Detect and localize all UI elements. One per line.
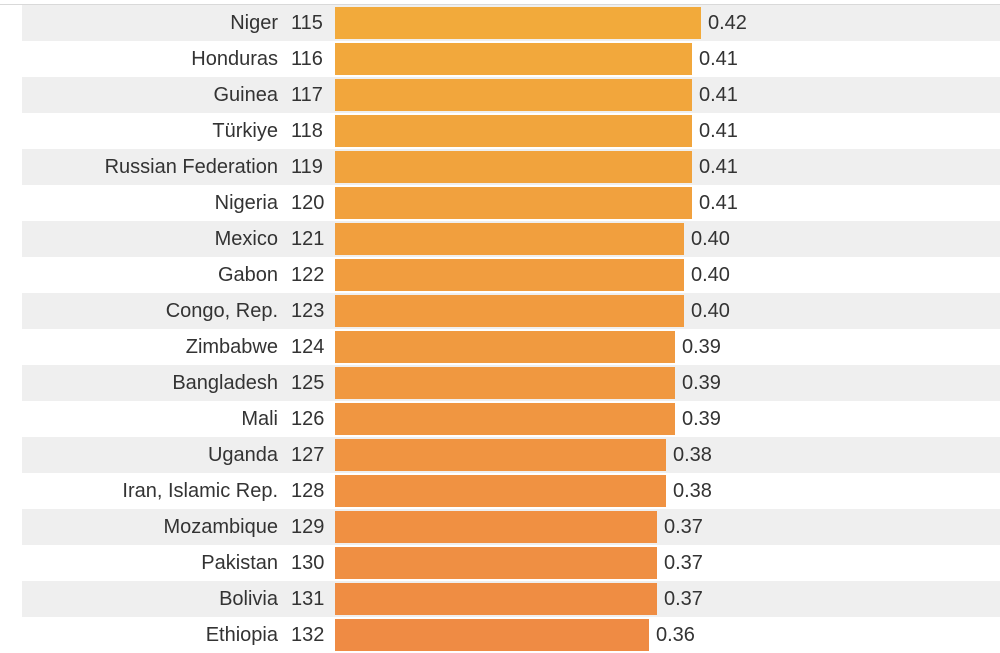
country-label: Mexico: [214, 228, 278, 250]
country-label: Mozambique: [163, 516, 278, 538]
country-label: Congo, Rep.: [165, 300, 278, 322]
value-label: 0.42: [708, 12, 747, 34]
rank-label: 119: [291, 156, 323, 178]
value-label: 0.39: [682, 372, 721, 394]
rank-label: 121: [291, 228, 325, 250]
country-label: Gabon: [217, 264, 278, 286]
rank-label: 125: [291, 372, 325, 394]
bar: [335, 223, 684, 255]
value-label: 0.41: [699, 84, 738, 106]
value-label: 0.41: [699, 192, 738, 214]
rank-label: 120: [291, 192, 325, 214]
rank-label: 128: [291, 480, 325, 502]
bar: [335, 511, 657, 543]
bar: [335, 367, 675, 399]
rank-label: 130: [291, 552, 325, 574]
bar: [335, 331, 675, 363]
rank-label: 131: [291, 588, 325, 610]
country-label: Niger: [230, 12, 278, 34]
bar: [335, 475, 666, 507]
bar: [335, 43, 692, 75]
value-label: 0.39: [682, 336, 721, 358]
value-label: 0.39: [682, 408, 721, 430]
country-label: Guinea: [213, 84, 279, 106]
country-label: Iran, Islamic Rep.: [122, 480, 278, 502]
top-border: [0, 4, 1000, 5]
value-label: 0.41: [699, 120, 738, 142]
rank-label: 123: [291, 300, 325, 322]
country-label: Bangladesh: [172, 372, 278, 394]
rank-label: 115: [291, 12, 323, 34]
country-label: Zimbabwe: [185, 336, 278, 358]
rank-label: 122: [291, 264, 325, 286]
rank-label: 117: [291, 84, 323, 106]
bar: [335, 619, 649, 651]
country-label: Russian Federation: [104, 156, 278, 178]
bar: [335, 259, 684, 291]
country-label: Pakistan: [201, 552, 278, 574]
rank-label: 124: [291, 336, 325, 358]
value-label: 0.40: [691, 300, 730, 322]
value-label: 0.38: [673, 444, 712, 466]
bar: [335, 439, 666, 471]
value-label: 0.40: [691, 228, 730, 250]
country-label: Honduras: [191, 48, 278, 70]
country-label: Ethiopia: [205, 624, 278, 646]
bar: [335, 295, 684, 327]
value-label: 0.37: [664, 588, 703, 610]
value-label: 0.37: [664, 552, 703, 574]
bar: [335, 115, 692, 147]
value-label: 0.41: [699, 156, 738, 178]
country-label: Bolivia: [219, 588, 278, 610]
bar: [335, 79, 692, 111]
bar: [335, 583, 657, 615]
rank-label: 116: [291, 48, 323, 70]
value-label: 0.38: [673, 480, 712, 502]
value-label: 0.40: [691, 264, 730, 286]
rank-label: 132: [291, 624, 325, 646]
country-label: Uganda: [207, 444, 278, 466]
country-label: Türkiye: [212, 120, 278, 142]
bar: [335, 187, 692, 219]
country-label: Mali: [241, 408, 278, 430]
country-label: Nigeria: [214, 192, 278, 214]
value-label: 0.37: [664, 516, 703, 538]
rank-label: 126: [291, 408, 325, 430]
rank-label: 118: [291, 120, 323, 142]
bar: [335, 547, 657, 579]
rank-label: 129: [291, 516, 325, 538]
bar: [335, 151, 692, 183]
rank-label: 127: [291, 444, 325, 466]
value-label: 0.41: [699, 48, 738, 70]
bar: [335, 7, 701, 39]
bar: [335, 403, 675, 435]
value-label: 0.36: [656, 624, 695, 646]
